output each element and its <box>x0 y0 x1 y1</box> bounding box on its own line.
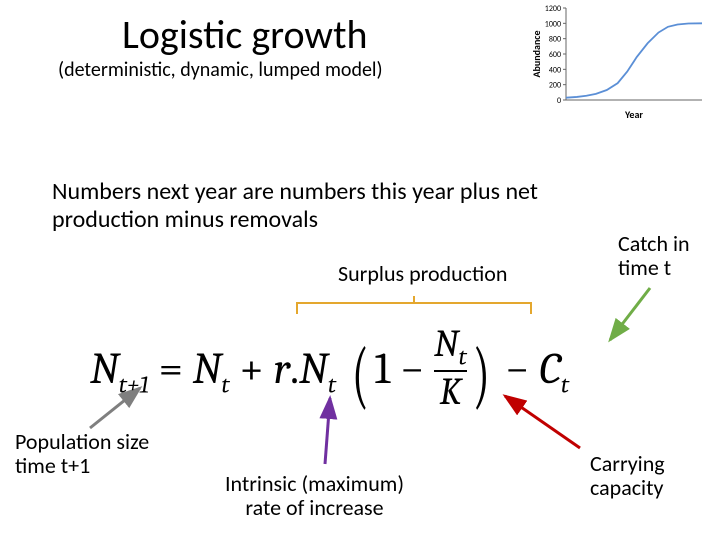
eq-eq: = <box>159 343 183 394</box>
eq-plus: + <box>239 343 263 394</box>
eq-sub-t2: t <box>328 372 336 400</box>
eq-frac-K: K <box>434 370 467 411</box>
eq-dot: . <box>290 343 299 394</box>
eq-sub-tp1: t+1 <box>119 372 149 400</box>
eq-minus1: − <box>400 343 424 394</box>
eq-fraction: Nt K <box>434 326 467 411</box>
eq-N2: N <box>193 343 222 394</box>
eq-r: r <box>273 343 290 394</box>
eq-sub-t1: t <box>221 372 229 400</box>
eq-N3: N <box>299 343 328 394</box>
eq-C: C <box>539 343 561 394</box>
catch-arrow <box>0 0 720 540</box>
eq-one: 1 <box>374 343 390 394</box>
eq-minus2: − <box>505 343 529 394</box>
eq-lparen: ( <box>351 332 368 418</box>
eq-sub-t3: t <box>561 372 569 400</box>
eq-frac-N: N <box>434 323 458 366</box>
eq-N1: N <box>90 343 119 394</box>
eq-rparen: ) <box>472 332 489 418</box>
logistic-equation: Nt+1 = Nt + r.Nt (1 − Nt K ) − Ct <box>90 330 569 418</box>
eq-frac-t: t <box>459 343 467 371</box>
